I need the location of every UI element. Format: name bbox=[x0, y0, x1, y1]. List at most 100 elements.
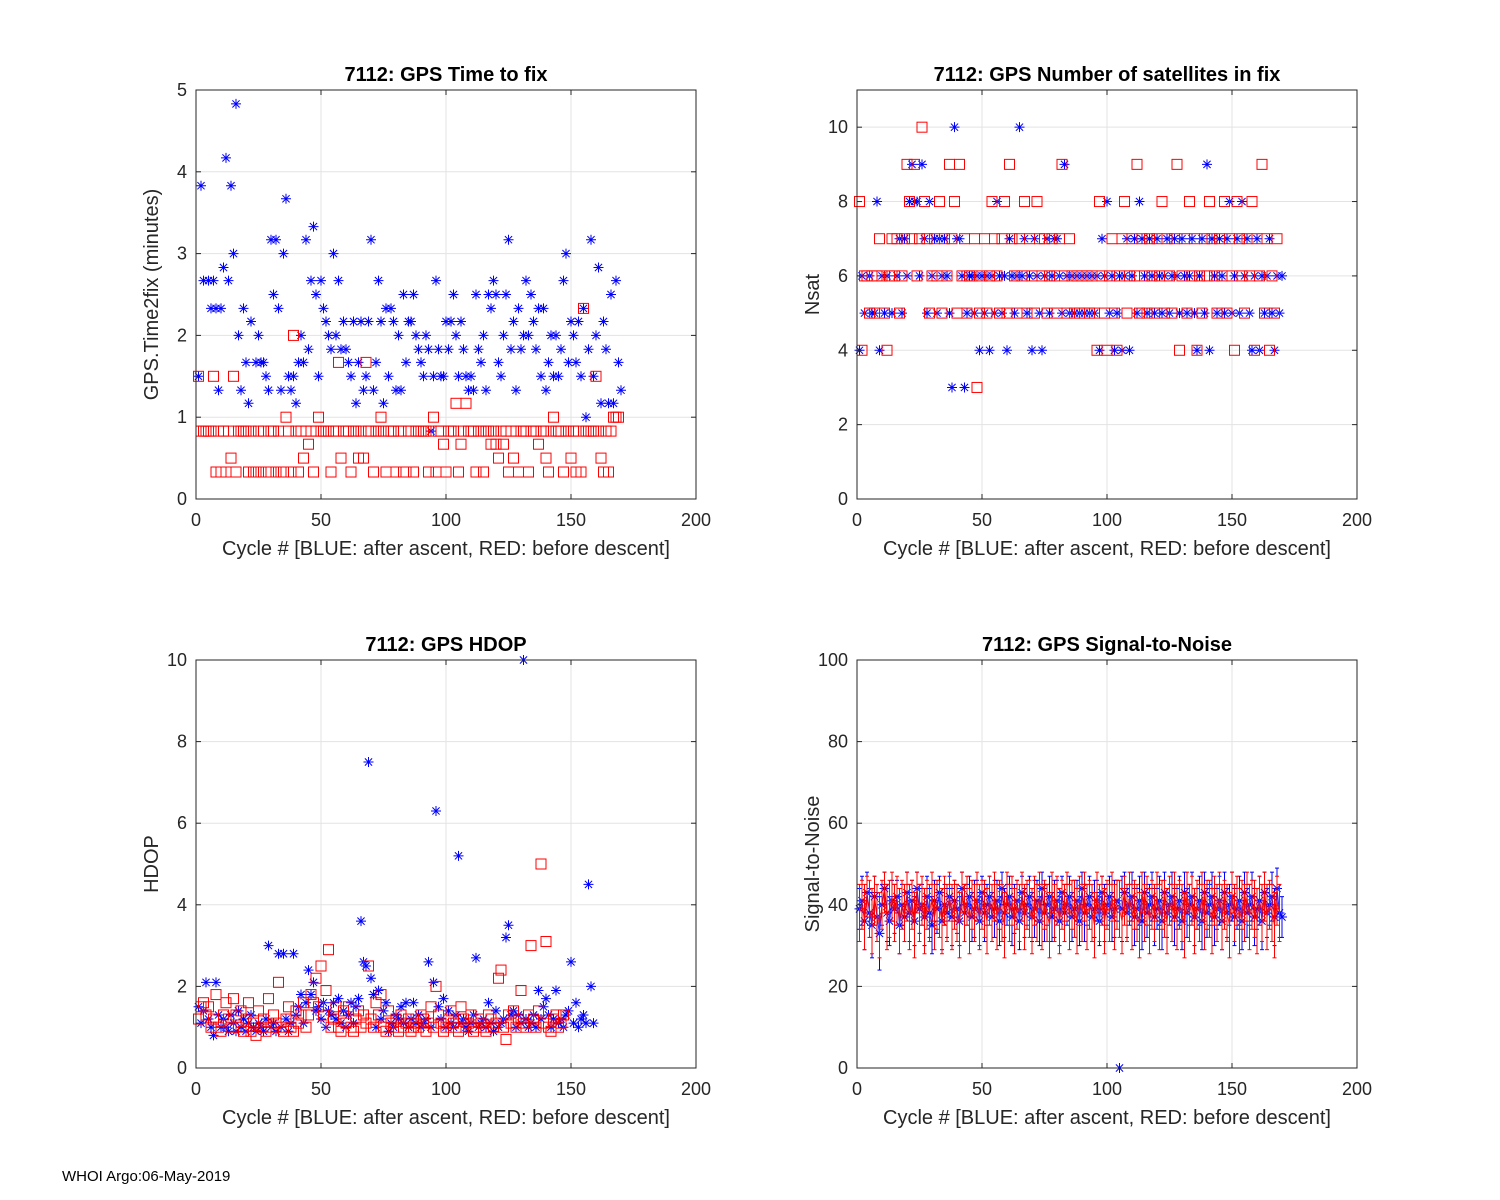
data-point-star bbox=[581, 1018, 591, 1029]
data-point-star bbox=[248, 1022, 259, 1033]
data-point-star bbox=[328, 248, 339, 259]
data-point-star bbox=[471, 952, 481, 963]
data-point-star bbox=[348, 1018, 359, 1029]
data-point-square bbox=[533, 1005, 544, 1017]
data-point-square bbox=[480, 1025, 492, 1037]
data-point-square bbox=[605, 425, 617, 437]
data-point-star bbox=[423, 344, 434, 355]
data-point-square bbox=[283, 425, 294, 437]
data-point-star bbox=[343, 357, 354, 368]
data-point-star bbox=[196, 1018, 206, 1029]
data-point-star bbox=[1214, 233, 1225, 244]
data-point-square bbox=[225, 1021, 237, 1033]
data-point-star bbox=[436, 1014, 446, 1025]
data-point-square bbox=[358, 452, 369, 464]
data-point-square bbox=[881, 344, 893, 356]
data-point-star bbox=[1187, 233, 1197, 244]
data-point-square bbox=[901, 158, 913, 170]
data-point-star bbox=[301, 997, 311, 1008]
data-point-square bbox=[375, 989, 387, 1001]
data-point-square bbox=[425, 1001, 437, 1013]
data-point-square bbox=[1181, 307, 1193, 319]
data-point-star bbox=[258, 357, 269, 368]
data-point-square bbox=[538, 425, 549, 437]
data-point-star bbox=[313, 371, 324, 382]
data-point-star bbox=[218, 262, 229, 273]
data-point-square bbox=[1056, 158, 1068, 170]
data-point-square bbox=[240, 1013, 252, 1025]
data-point-square bbox=[919, 196, 930, 208]
data-point-square bbox=[348, 1025, 359, 1037]
data-point-star bbox=[486, 303, 496, 314]
data-point-star bbox=[553, 371, 564, 382]
data-point-star bbox=[576, 1014, 586, 1025]
data-point-star bbox=[433, 344, 444, 355]
y-tick-label: 0 bbox=[838, 489, 848, 509]
data-point-star bbox=[306, 275, 316, 286]
data-point-star bbox=[193, 371, 204, 382]
data-point-star bbox=[501, 289, 511, 300]
data-point-star bbox=[1142, 308, 1152, 319]
data-point-square bbox=[1061, 307, 1073, 319]
data-point-star bbox=[528, 316, 539, 327]
data-point-square bbox=[613, 411, 624, 423]
data-point-star bbox=[261, 371, 271, 382]
data-point-square bbox=[533, 438, 544, 450]
data-point-square bbox=[345, 466, 357, 478]
x-axis-label: Cycle # [BLUE: after ascent, RED: before… bbox=[222, 1107, 670, 1129]
data-point-star bbox=[398, 289, 409, 300]
data-point-star bbox=[551, 985, 561, 996]
data-point-star bbox=[451, 330, 461, 341]
data-point-star bbox=[476, 357, 486, 368]
data-point-square bbox=[305, 989, 317, 1001]
data-point-star bbox=[438, 371, 449, 382]
data-point-star bbox=[223, 275, 234, 286]
x-tick-label: 100 bbox=[431, 510, 461, 530]
x-tick-label: 50 bbox=[311, 510, 331, 530]
data-point-star bbox=[413, 344, 424, 355]
data-point-star bbox=[338, 316, 349, 327]
data-point-square bbox=[245, 425, 257, 437]
data-point-square bbox=[545, 1025, 557, 1037]
data-point-star bbox=[598, 316, 609, 327]
data-point-star bbox=[513, 303, 524, 314]
y-tick-label: 5 bbox=[177, 80, 187, 100]
data-point-star bbox=[523, 330, 534, 341]
data-point-star bbox=[456, 316, 466, 327]
data-point-star bbox=[386, 303, 396, 314]
data-point-square bbox=[455, 438, 467, 450]
data-point-star bbox=[423, 956, 434, 967]
data-point-star bbox=[246, 316, 256, 327]
data-point-star bbox=[1229, 270, 1240, 281]
data-point-star bbox=[236, 1022, 246, 1033]
data-point-star bbox=[1137, 233, 1147, 244]
data-point-square bbox=[1204, 196, 1215, 208]
data-point-star bbox=[533, 985, 544, 996]
data-point-square bbox=[548, 411, 559, 423]
data-point-star bbox=[999, 270, 1010, 281]
data-point-square bbox=[1119, 196, 1130, 208]
data-point-star bbox=[318, 303, 329, 314]
data-point-star bbox=[942, 270, 952, 281]
data-point-square bbox=[223, 1013, 234, 1025]
data-point-star bbox=[583, 879, 594, 890]
data-point-square bbox=[1039, 233, 1050, 245]
data-point-star bbox=[376, 1014, 386, 1025]
chart-title: 7112: GPS HDOP bbox=[365, 634, 526, 656]
data-point-star bbox=[558, 275, 569, 286]
data-point-square bbox=[555, 1017, 567, 1029]
data-point-star bbox=[872, 196, 882, 207]
data-point-star bbox=[516, 344, 526, 355]
data-point-star bbox=[1107, 270, 1117, 281]
data-point-star bbox=[233, 1005, 244, 1016]
data-point-square bbox=[984, 270, 995, 282]
data-point-square bbox=[1109, 307, 1120, 319]
data-point-star bbox=[236, 385, 246, 396]
data-point-star bbox=[263, 940, 274, 951]
data-point-square bbox=[578, 302, 589, 314]
panel-time-to-fix: 0 50 100 150 200 0 1 2 3 4 5 7112: GPS Time to fix C… bbox=[141, 64, 711, 560]
data-point-star bbox=[563, 357, 574, 368]
data-point-star bbox=[228, 248, 239, 259]
data-point-star bbox=[288, 371, 299, 382]
data-point-square bbox=[498, 438, 509, 450]
